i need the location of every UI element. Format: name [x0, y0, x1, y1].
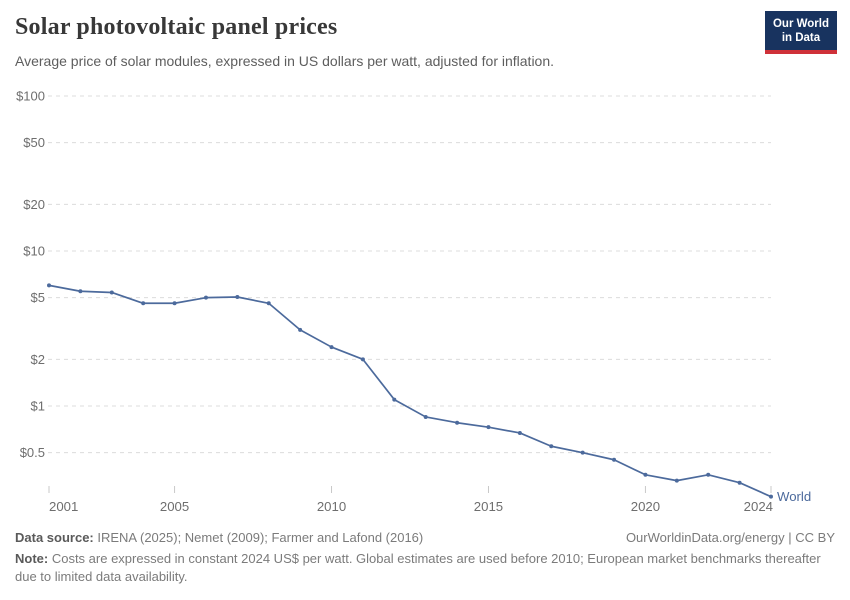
- data-point: [360, 357, 365, 362]
- note-text: Costs are expressed in constant 2024 US$…: [15, 551, 821, 585]
- data-point: [549, 444, 554, 449]
- x-tick-label: 2024: [744, 499, 773, 514]
- y-tick-label: $0.5: [20, 445, 45, 460]
- data-point: [141, 301, 146, 306]
- owid-logo-line2: in Data: [781, 32, 821, 45]
- data-point: [706, 472, 711, 477]
- data-point: [643, 472, 648, 477]
- x-tick-label: 2001: [49, 499, 78, 514]
- y-tick-label: $2: [31, 352, 45, 367]
- x-tick-label: 2005: [160, 499, 189, 514]
- owid-logo[interactable]: Our World in Data: [764, 11, 837, 54]
- data-point: [423, 414, 428, 419]
- owid-logo-line1: Our World: [772, 18, 829, 30]
- page-title: Solar photovoltaic panel prices: [15, 14, 338, 40]
- data-point: [298, 327, 303, 332]
- chart-footer: Data source: IRENA (2025); Nemet (2009);…: [15, 529, 835, 587]
- y-tick-label: $20: [23, 197, 45, 212]
- data-point: [486, 425, 491, 430]
- data-point: [612, 457, 617, 462]
- license-link[interactable]: OurWorldinData.org/energy | CC BY: [625, 530, 835, 545]
- data-point: [172, 301, 177, 306]
- data-point: [109, 290, 114, 295]
- data-point: [674, 478, 679, 483]
- series-line-world: [48, 284, 772, 498]
- chart-subtitle: Average price of solar modules, expresse…: [15, 53, 555, 69]
- x-tick-label: 2020: [631, 499, 660, 514]
- data-point: [737, 480, 742, 485]
- y-tick-label: $1: [31, 399, 45, 414]
- data-source-label: Data source:: [15, 530, 94, 545]
- data-point: [78, 289, 83, 294]
- y-tick-label: $100: [16, 89, 45, 104]
- data-point: [580, 450, 585, 455]
- data-point: [517, 430, 522, 435]
- data-point: [203, 295, 208, 300]
- data-point: [47, 283, 51, 288]
- data-point: [235, 294, 240, 299]
- data-point: [329, 345, 334, 350]
- series-label-world: World: [777, 489, 811, 504]
- data-point: [392, 397, 397, 402]
- data-point: [769, 494, 773, 499]
- x-tick-label: 2010: [317, 499, 346, 514]
- data-point: [455, 420, 460, 425]
- data-source-line: Data source: IRENA (2025); Nemet (2009);…: [15, 529, 423, 547]
- y-tick-label: $10: [23, 244, 45, 259]
- data-source-text: IRENA (2025); Nemet (2009); Farmer and L…: [93, 530, 424, 545]
- data-point: [266, 301, 271, 306]
- note-label: Note:: [15, 551, 49, 567]
- y-tick-label: $50: [23, 135, 45, 150]
- x-tick-label: 2015: [474, 499, 503, 514]
- y-tick-label: $5: [31, 290, 45, 305]
- note-line: Note: Costs are expressed in constant 20…: [15, 551, 821, 584]
